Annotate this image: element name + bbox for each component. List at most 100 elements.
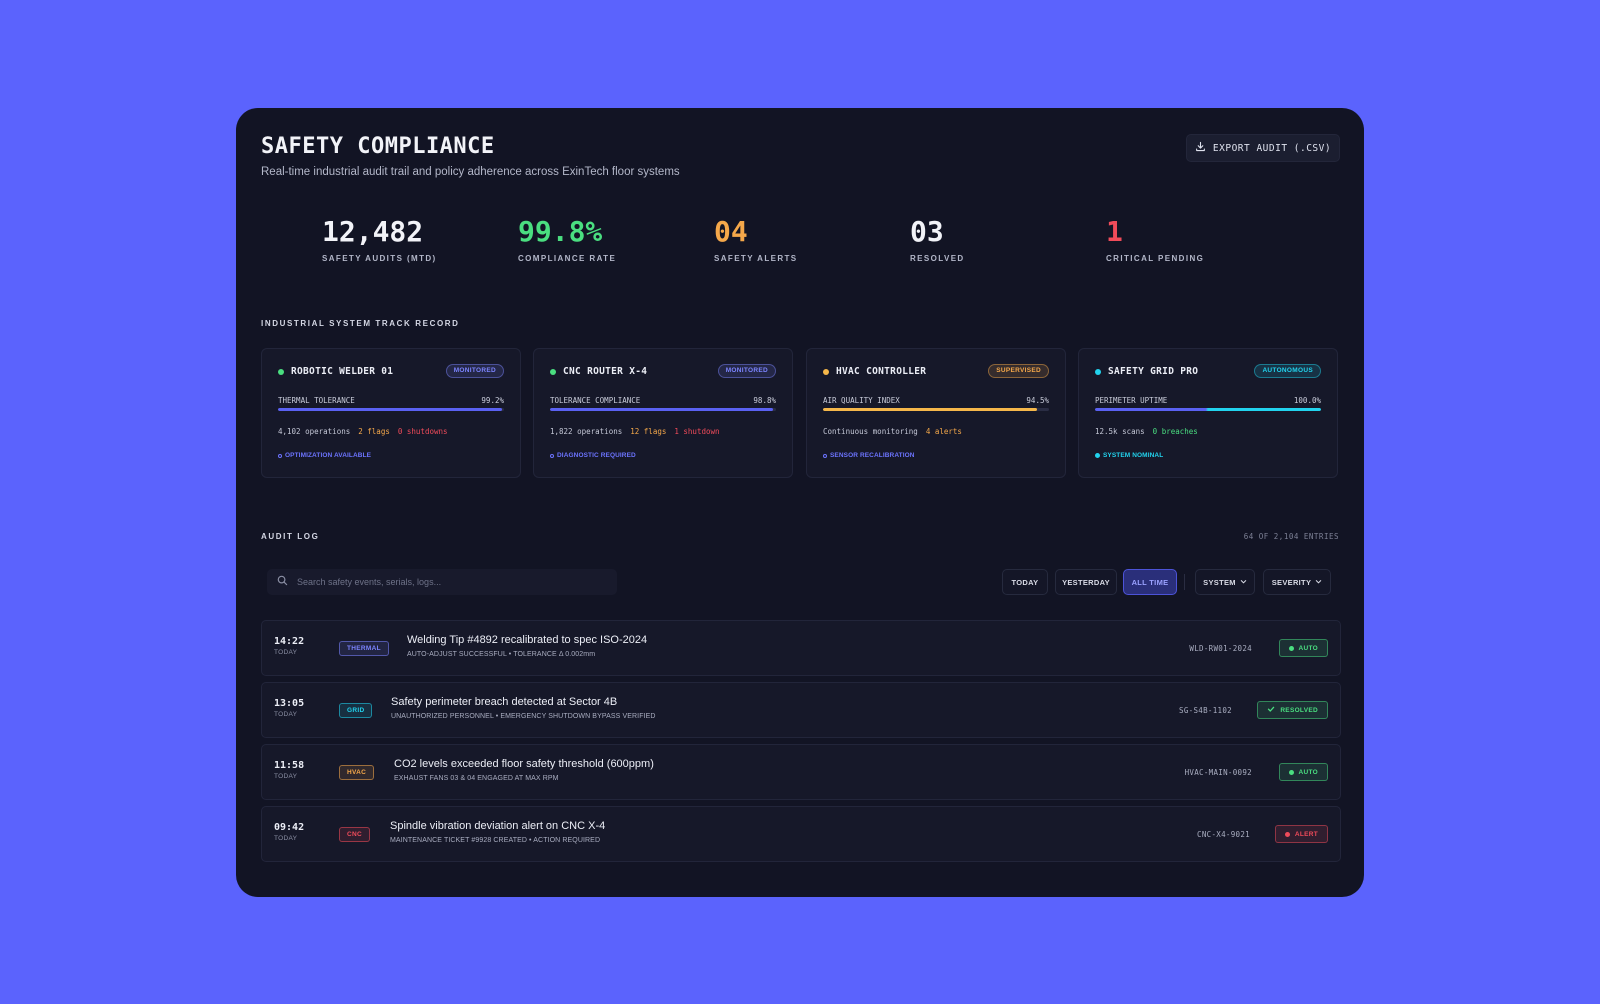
operations-count: 4,102 operations [278, 427, 351, 436]
stat-value: 03 [910, 215, 944, 248]
system-card-hvac-controller[interactable]: HVAC CONTROLLER SUPERVISED AIR QUALITY IND… [806, 348, 1066, 478]
log-time: 11:58 [274, 760, 305, 771]
log-day: TODAY [274, 835, 298, 842]
chevron-down-icon [1315, 578, 1322, 587]
log-title: Safety perimeter breach detected at Sect… [391, 696, 618, 708]
search-box[interactable] [267, 569, 617, 595]
card-header: HVAC CONTROLLER [823, 366, 926, 377]
stat-critical-pending: 1 CRITICAL PENDING [1106, 215, 1205, 264]
operations-count: Continuous monitoring [823, 427, 918, 436]
stat-value: 12,482 [322, 215, 424, 248]
operations-count: 1,822 operations [550, 427, 623, 436]
stat-label: SAFETY ALERTS [714, 254, 798, 263]
filter-label: TODAY [1011, 577, 1039, 587]
status-badge: MONITORED [717, 364, 776, 378]
system-card-cnc-router[interactable]: CNC ROUTER X-4 MONITORED TOLERANCE COMPLIA… [533, 348, 793, 478]
metric-label: TOLERANCE COMPLIANCE [550, 396, 641, 405]
stat-label: CRITICAL PENDING [1106, 254, 1205, 263]
severity-dropdown[interactable]: SEVERITY [1263, 569, 1331, 595]
log-text: CO2 levels exceeded floor safety thresho… [394, 758, 654, 782]
search-input[interactable] [297, 577, 597, 587]
log-title: Spindle vibration deviation alert on CNC… [390, 820, 606, 832]
log-detail: AUTO-ADJUST SUCCESSFUL • TOLERANCE Δ 0.0… [407, 651, 596, 658]
check-icon [1267, 705, 1275, 715]
log-timestamp: 13:05 TODAY [274, 698, 304, 718]
log-text: Spindle vibration deviation alert on CNC… [390, 820, 605, 844]
page-title: SAFETY COMPLIANCE [261, 134, 495, 159]
dropdown-label: SEVERITY [1271, 577, 1312, 587]
log-time: 14:22 [274, 636, 305, 647]
progress-bar-fill [1095, 408, 1321, 411]
card-action-link[interactable]: SENSOR RECALIBRATION [823, 452, 915, 459]
action-dot-icon [550, 453, 554, 458]
status-dot-icon [278, 368, 284, 375]
stat-label: SAFETY AUDITS (MTD) [322, 254, 437, 263]
action-dot-icon [823, 453, 827, 458]
metric-label: AIR QUALITY INDEX [823, 396, 900, 405]
card-action-link[interactable]: OPTIMIZATION AVAILABLE [278, 452, 371, 459]
system-card-safety-grid[interactable]: SAFETY GRID PRO AUTONOMOUS PERIMETER UPTIM… [1078, 348, 1338, 478]
status-badge: AUTO [1278, 763, 1328, 781]
system-card-robotic-welder[interactable]: ROBOTIC WELDER 01 MONITORED THERMAL TOLERA… [261, 348, 521, 478]
card-header: ROBOTIC WELDER 01 [278, 366, 393, 377]
stat-label: COMPLIANCE RATE [518, 254, 617, 263]
system-cards: ROBOTIC WELDER 01 MONITORED THERMAL TOLERA… [261, 348, 1341, 478]
shutdowns-count: 1 shutdown [674, 427, 720, 436]
category-tag: CNC [339, 827, 370, 842]
search-icon [277, 573, 288, 591]
log-row[interactable]: 14:22 TODAY THERMAL Welding Tip #4892 recal… [261, 620, 1341, 676]
dot-icon [1288, 769, 1294, 775]
log-row[interactable]: 09:42 TODAY CNC Spindle vibration deviation… [261, 806, 1341, 862]
filter-label: ALL TIME [1131, 577, 1169, 587]
log-day: TODAY [274, 711, 298, 718]
stat-safety-audits: 12,482 SAFETY AUDITS (MTD) [322, 215, 437, 264]
action-label: SYSTEM NOMINAL [1103, 452, 1164, 459]
progress-bar [823, 408, 1049, 411]
card-action-link[interactable]: DIAGNOSTIC REQUIRED [550, 452, 636, 459]
stats-row: 12,482 SAFETY AUDITS (MTD) 99.8% COMPLIA… [236, 216, 1364, 276]
filter-today-button[interactable]: TODAY [1002, 569, 1048, 595]
filter-yesterday-button[interactable]: YESTERDAY [1055, 569, 1117, 595]
card-action-link[interactable]: SYSTEM NOMINAL [1095, 452, 1163, 459]
status-label: ALERT [1294, 830, 1318, 838]
progress-bar-fill [550, 408, 774, 411]
track-record-heading: INDUSTRIAL SYSTEM TRACK RECORD [261, 319, 460, 328]
log-row[interactable]: 13:05 TODAY GRID Safety perimeter breach de… [261, 682, 1341, 738]
system-dropdown[interactable]: SYSTEM [1195, 569, 1255, 595]
action-dot-icon [278, 453, 282, 458]
log-detail: MAINTENANCE TICKET #9928 CREATED • ACTIO… [390, 837, 601, 844]
progress-bar-fill [823, 408, 1037, 411]
status-badge: SUPERVISED [988, 364, 1049, 378]
category-tag: GRID [339, 703, 373, 718]
progress-bar-fill [278, 408, 503, 411]
status-badge: AUTO [1278, 639, 1328, 657]
log-row[interactable]: 11:58 TODAY HVAC CO2 levels exceeded floor … [261, 744, 1341, 800]
stat-value: 1 [1106, 215, 1123, 248]
status-badge: AUTONOMOUS [1254, 364, 1321, 378]
status-dot-icon [550, 368, 556, 375]
dropdown-label: SYSTEM [1203, 577, 1236, 587]
metric-row: AIR QUALITY INDEX 94.5% [823, 396, 1049, 405]
serial-number: HVAC-MAIN-0092 [1184, 768, 1252, 777]
export-label: EXPORT AUDIT (.CSV) [1212, 142, 1332, 154]
flags-count: 2 flags [358, 427, 390, 436]
status-badge: RESOLVED [1257, 701, 1328, 719]
log-timestamp: 11:58 TODAY [274, 760, 304, 780]
dot-icon [1288, 645, 1294, 651]
compliance-panel: SAFETY COMPLIANCE Real-time industrial a… [236, 108, 1364, 897]
log-timestamp: 14:22 TODAY [274, 636, 304, 656]
stat-value: 04 [714, 215, 748, 248]
export-audit-button[interactable]: EXPORT AUDIT (.CSV) [1186, 134, 1340, 162]
operations-summary: Continuous monitoring 4 alerts [823, 427, 962, 436]
action-label: DIAGNOSTIC REQUIRED [557, 452, 636, 459]
log-text: Safety perimeter breach detected at Sect… [391, 696, 656, 720]
audit-log-heading: AUDIT LOG [261, 532, 320, 541]
category-tag: HVAC [339, 765, 375, 780]
status-badge: ALERT [1274, 825, 1328, 843]
action-label: OPTIMIZATION AVAILABLE [285, 452, 372, 459]
progress-bar [1095, 408, 1321, 411]
operations-count: 12.5k scans [1095, 427, 1145, 436]
dot-icon [1284, 831, 1290, 837]
metric-value: 98.8% [753, 396, 776, 405]
filter-all-time-button[interactable]: ALL TIME [1123, 569, 1177, 595]
